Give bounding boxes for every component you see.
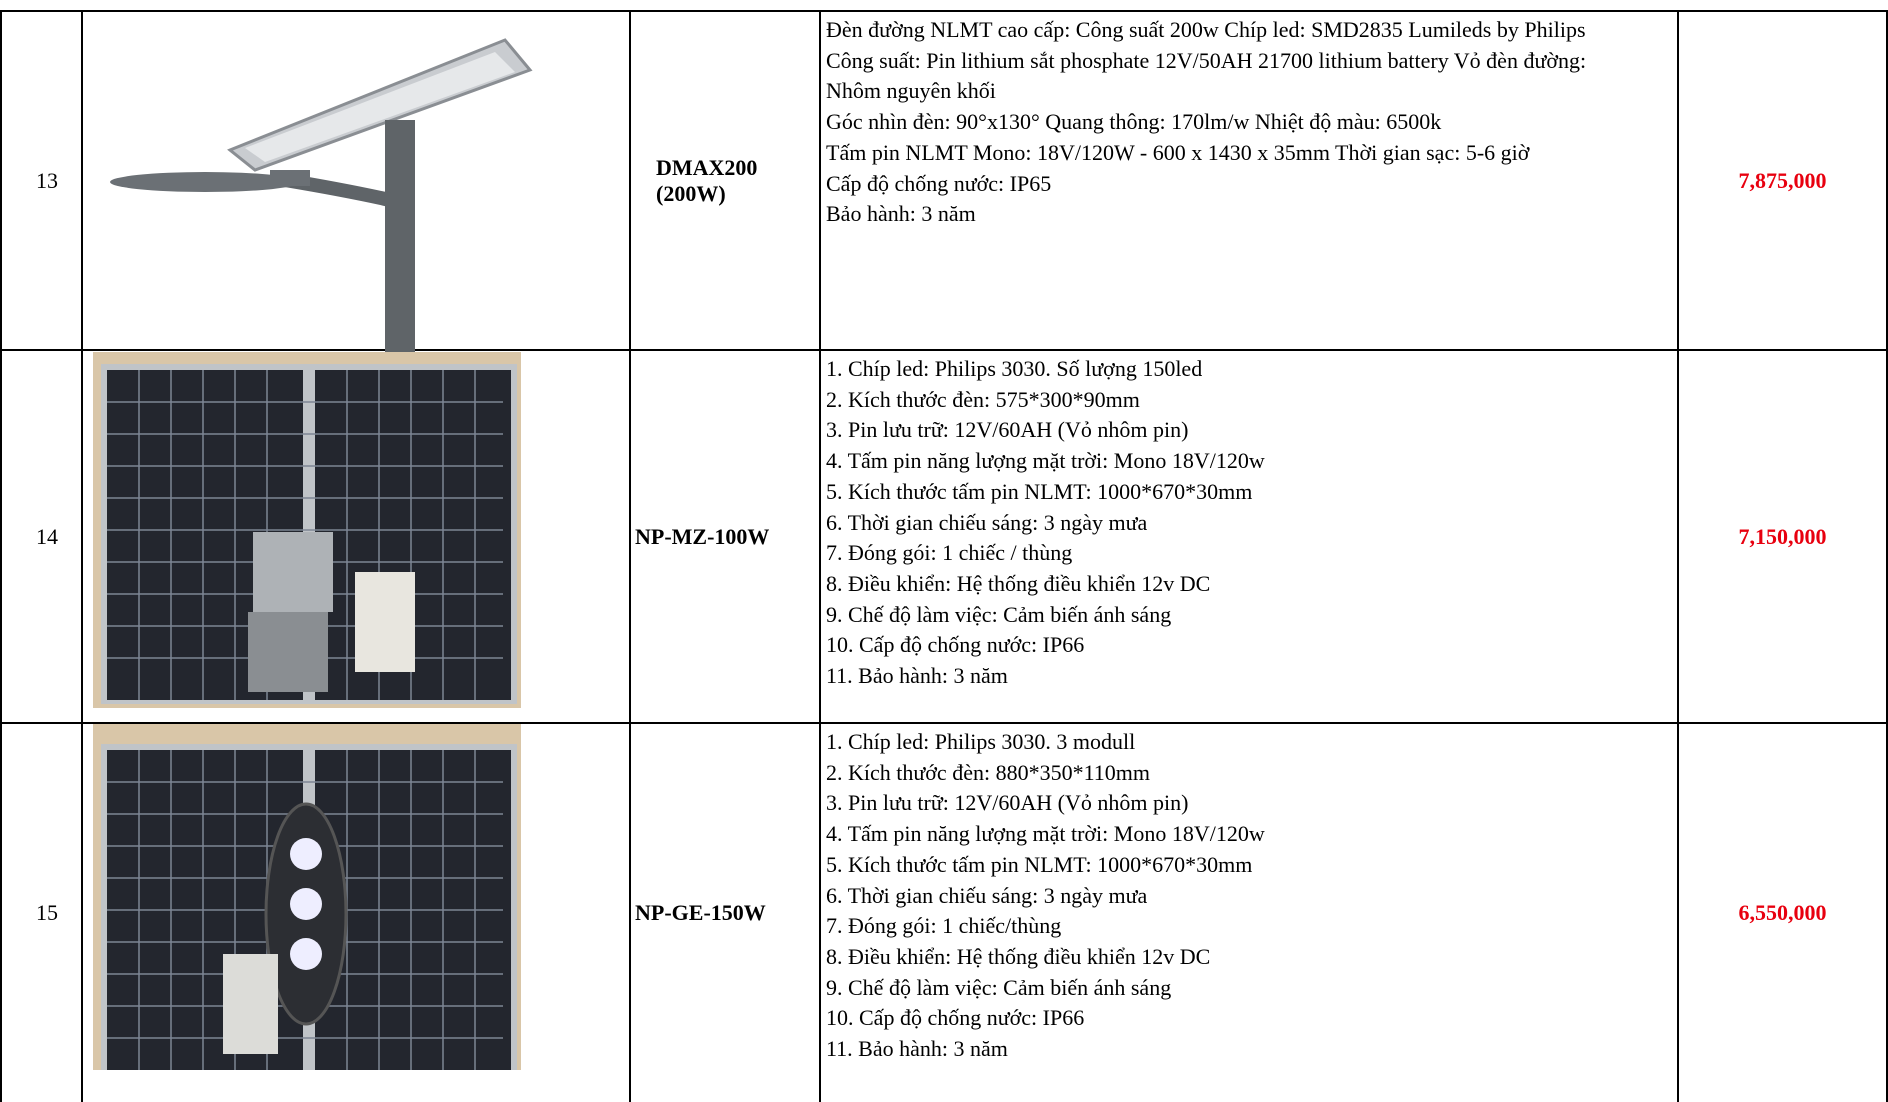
spec-line: 10. Cấp độ chống nước: IP66 [826,632,1085,658]
spec-line: 3. Pin lưu trữ: 12V/60AH (Vỏ nhôm pin) [826,790,1189,816]
description-cell: 1. Chíp led: Philips 3030. 3 modull 2. Kí… [819,722,1677,1102]
spec-line: 1. Chíp led: Philips 3030. Số lượng 150l… [826,356,1203,381]
spec-line: 7. Đóng gói: 1 chiếc / thùng [826,540,1073,566]
spec-line: 4. Tấm pin năng lượng mặt trời: Mono 18V… [826,821,1265,847]
spec-line: 4. Tấm pin năng lượng mặt trời: Mono 18V… [826,448,1265,474]
spec-line: Công suất: Pin lithium sắt phosphate 12V… [826,47,1587,73]
spec-line: 9. Chế độ làm việc: Cảm biến ánh sáng [826,974,1172,1000]
spec-line: 2. Kích thước đèn: 880*350*110mm [826,759,1150,785]
image-cell [81,10,629,349]
spec-line: 11. Bảo hành: 3 năm [826,1036,1008,1062]
spec-line: Đèn đường NLMT cao cấp: Công suất 200w C… [826,17,1586,42]
spec-line: 6. Thời gian chiếu sáng: 3 ngày mưa [826,509,1148,535]
spec-line: 2. Kích thước đèn: 575*300*90mm [826,386,1140,412]
price: 6,550,000 [1677,722,1888,1102]
spec-line: 7. Đóng gói: 1 chiếc/thùng [826,913,1062,939]
spec-line: 10. Cấp độ chống nước: IP66 [826,1005,1085,1031]
spec-line: 3. Pin lưu trữ: 12V/60AH (Vỏ nhôm pin) [826,417,1189,443]
price: 7,150,000 [1677,349,1888,722]
spec-line: Góc nhìn đèn: 90°x130° Quang thông: 170l… [826,109,1442,135]
model-name: NP-MZ-100W [635,523,770,549]
spec-line: 5. Kích thước tấm pin NLMT: 1000*670*30m… [826,851,1253,877]
model-name: (200W) [656,180,726,206]
spec-line: 6. Thời gian chiếu sáng: 3 ngày mưa [826,882,1148,908]
description-cell: Đèn đường NLMT cao cấp: Công suất 200w C… [819,10,1677,349]
image-cell [81,722,629,1102]
price: 7,875,000 [1677,10,1888,349]
model-cell: NP-GE-150W [629,722,819,1102]
spec-line: 5. Kích thước tấm pin NLMT: 1000*670*30m… [826,478,1253,504]
product-image [110,38,533,360]
row-number: 14 [0,349,81,722]
spec-line: 1. Chíp led: Philips 3030. 3 modull [826,729,1136,754]
model-name: NP-GE-150W [635,900,766,925]
model-cell: NP-MZ-100W [629,349,819,722]
spec-line: Nhôm nguyên khối [826,78,996,104]
product-image [93,352,521,708]
spec-line: 8. Điều khiển: Hệ thống điều khiển 12v D… [826,570,1211,596]
row-number: 13 [0,10,81,349]
image-cell [81,349,629,722]
spec-line: 11. Bảo hành: 3 năm [826,663,1008,689]
spec-line: Bảo hành: 3 năm [826,201,976,227]
spec-line: Tấm pin NLMT Mono: 18V/120W - 600 x 1430… [826,139,1530,165]
description-cell: 1. Chíp led: Philips 3030. Số lượng 150l… [819,349,1677,722]
spec-line: Cấp độ chống nước: IP65 [826,170,1052,196]
row-number: 15 [0,722,81,1102]
product-image [93,724,521,1070]
spec-line: 9. Chế độ làm việc: Cảm biến ánh sáng [826,601,1172,627]
model-cell: DMAX200 (200W) [629,10,819,349]
model-name: DMAX200 [656,154,758,180]
spec-line: 8. Điều khiển: Hệ thống điều khiển 12v D… [826,943,1211,969]
